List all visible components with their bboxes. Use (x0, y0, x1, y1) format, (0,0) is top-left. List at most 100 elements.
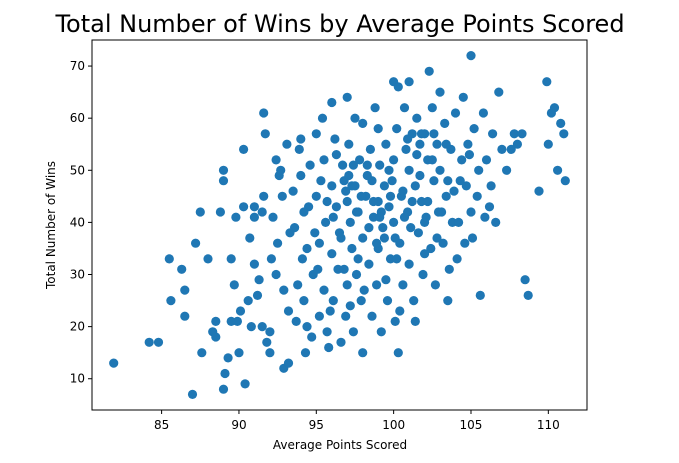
data-point-258 (375, 212, 385, 222)
data-point-157 (432, 139, 442, 149)
data-point-168 (452, 254, 462, 264)
data-point-221 (372, 238, 382, 248)
data-point-35 (249, 259, 259, 269)
data-point-235 (432, 233, 442, 243)
data-point-57 (296, 134, 306, 144)
data-point-103 (358, 233, 368, 243)
data-point-139 (404, 165, 414, 175)
data-point-126 (389, 155, 399, 165)
y-tick-label: 30 (70, 268, 85, 282)
data-point-167 (450, 108, 461, 118)
data-point-248 (254, 275, 264, 285)
data-point-53 (283, 358, 294, 368)
data-point-225 (390, 233, 400, 243)
data-point-146 (415, 139, 425, 149)
x-tick-label: 110 (537, 418, 560, 432)
data-point-232 (420, 249, 430, 259)
data-point-131 (393, 348, 403, 358)
data-point-145 (413, 228, 423, 238)
data-point-77 (327, 97, 337, 108)
data-point-184 (497, 144, 507, 154)
data-point-259 (385, 191, 396, 201)
data-point-5 (177, 264, 187, 274)
data-point-261 (416, 129, 427, 139)
data-point-144 (412, 113, 422, 123)
data-point-44 (268, 212, 278, 222)
data-point-78 (327, 181, 337, 191)
data-point-154 (427, 103, 437, 113)
data-point-2 (153, 337, 164, 347)
data-point-116 (375, 160, 385, 170)
y-tick-label: 20 (70, 320, 85, 334)
data-point-96 (350, 113, 360, 123)
data-point-213 (341, 186, 351, 196)
data-point-148 (418, 269, 428, 280)
data-point-153 (426, 243, 436, 254)
data-point-250 (271, 155, 281, 165)
data-point-204 (285, 228, 295, 238)
data-point-100 (355, 155, 365, 165)
data-point-218 (359, 285, 369, 295)
data-point-82 (331, 202, 341, 212)
data-point-256 (351, 207, 362, 217)
data-point-90 (342, 196, 352, 207)
data-point-32 (246, 322, 256, 332)
y-axis-label: Total Number of Wins (44, 161, 58, 290)
data-point-59 (297, 254, 307, 264)
data-point-270 (407, 196, 417, 207)
data-point-174 (466, 207, 476, 217)
data-point-85 (336, 337, 346, 347)
data-point-48 (276, 165, 286, 175)
data-point-1 (144, 337, 154, 347)
data-point-104 (358, 348, 368, 358)
data-point-251 (294, 144, 304, 154)
data-point-3 (164, 254, 174, 264)
data-point-243 (467, 233, 478, 243)
data-point-23 (226, 254, 236, 264)
x-tick-label: 105 (460, 418, 483, 432)
y-tick-label: 40 (70, 215, 85, 229)
data-point-266 (347, 181, 357, 191)
data-point-49 (277, 191, 287, 201)
data-point-214 (345, 301, 355, 311)
data-point-202 (266, 254, 276, 264)
data-point-181 (488, 129, 498, 139)
data-point-16 (215, 207, 225, 217)
data-point-112 (372, 280, 382, 290)
data-point-45 (271, 269, 281, 280)
data-point-6 (180, 311, 190, 321)
data-point-52 (283, 306, 294, 316)
data-point-72 (319, 155, 329, 165)
data-point-18 (218, 165, 229, 175)
data-point-203 (279, 285, 289, 295)
data-point-172 (463, 139, 473, 149)
data-point-19 (218, 384, 229, 394)
data-point-175 (469, 124, 479, 134)
data-point-228 (403, 134, 413, 144)
data-point-197 (553, 165, 563, 175)
data-point-173 (466, 51, 476, 61)
data-point-21 (223, 353, 233, 363)
data-point-216 (353, 254, 363, 264)
data-point-34 (249, 212, 259, 222)
data-point-237 (441, 139, 451, 149)
data-point-182 (491, 217, 501, 227)
data-point-183 (494, 87, 504, 97)
data-point-101 (356, 296, 366, 306)
data-point-244 (474, 165, 484, 175)
data-point-17 (218, 176, 229, 186)
data-point-231 (415, 170, 425, 181)
data-point-262 (429, 129, 439, 139)
data-point-111 (370, 103, 380, 113)
data-point-118 (378, 223, 388, 233)
data-point-178 (478, 108, 488, 118)
data-point-198 (556, 118, 566, 128)
data-point-249 (231, 212, 241, 222)
data-point-199 (559, 129, 569, 139)
data-point-92 (344, 139, 354, 149)
data-point-109 (367, 311, 377, 321)
data-point-159 (435, 87, 445, 97)
data-point-155 (429, 176, 439, 186)
data-point-191 (523, 290, 533, 300)
data-point-129 (392, 124, 402, 134)
